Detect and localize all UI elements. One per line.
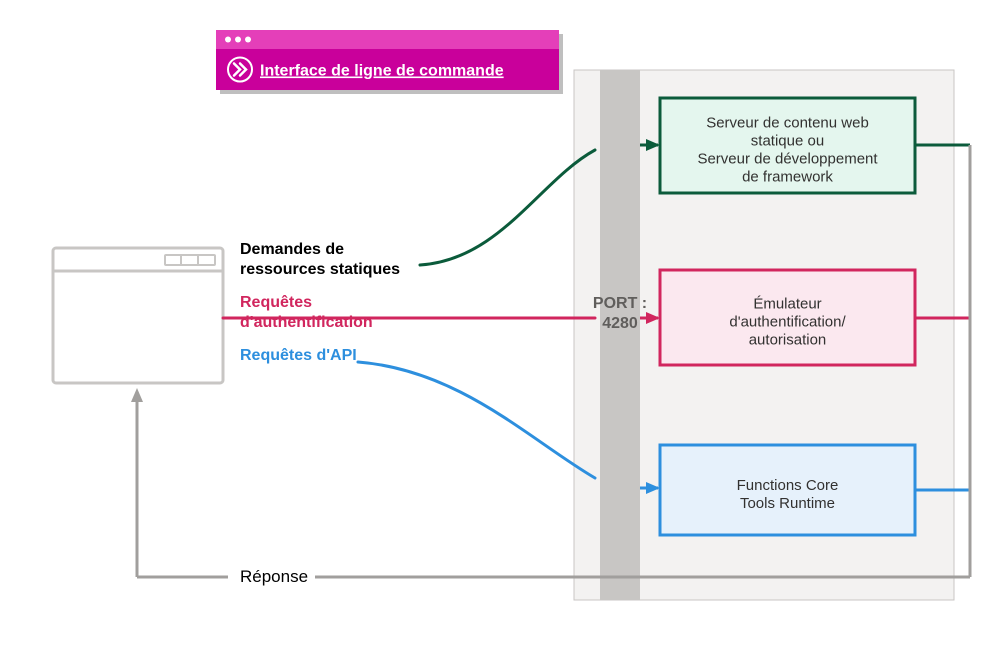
api_label: Requêtes d'API	[240, 347, 357, 364]
edge-edge_api	[358, 362, 595, 478]
service-node-static-label: Serveur de développement	[697, 150, 878, 167]
cli-window-header	[216, 30, 559, 49]
response-label: Réponse	[240, 567, 308, 586]
window-control-dot	[235, 37, 241, 43]
cli-title: Interface de ligne de commande	[260, 63, 504, 80]
service-node-static-label: de framework	[742, 168, 833, 185]
port-label: PORT :	[593, 295, 647, 312]
service-node-auth-label: d'authentification/	[729, 313, 846, 330]
auth_label: Requêtes	[240, 294, 312, 311]
edge-edge_static	[420, 150, 595, 265]
window-control-dot	[225, 37, 231, 43]
arrow-head	[131, 388, 143, 402]
port-number: 4280	[602, 315, 638, 332]
static_label: ressources statiques	[240, 261, 400, 278]
service-node-auth-label: Émulateur	[753, 295, 821, 312]
static_label: Demandes de	[240, 241, 344, 258]
service-node-static-label: statique ou	[751, 132, 824, 149]
service-node-static-label: Serveur de contenu web	[706, 114, 869, 131]
port-bar	[600, 70, 640, 600]
window-control-dot	[245, 37, 251, 43]
service-node-func-label: Tools Runtime	[740, 495, 835, 512]
service-node-func-label: Functions Core	[737, 477, 839, 494]
service-node-auth-label: autorisation	[749, 331, 827, 348]
browser-window	[53, 248, 223, 383]
spacer	[223, 258, 236, 265]
